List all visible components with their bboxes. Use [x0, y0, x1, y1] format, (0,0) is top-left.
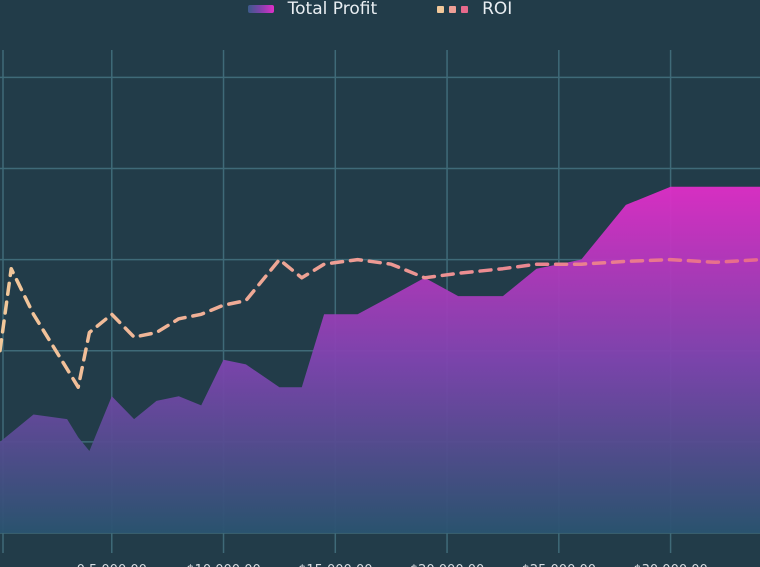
total-profit-point [322, 312, 326, 316]
roi-line [0, 257, 760, 389]
x-tick-label: 0.5,000.00 [77, 563, 147, 567]
total-profit-point [177, 394, 181, 398]
x-tick-label: $30,000.00 [633, 563, 707, 567]
legend-label-roi: ROI [482, 0, 513, 19]
legend-label-total-profit: Total Profit [287, 0, 378, 19]
chart-legend: Total Profit ROI [0, 0, 760, 21]
roi-point [132, 335, 136, 339]
roi-point [322, 262, 326, 266]
roi-point [713, 260, 717, 264]
roi-point [110, 312, 114, 316]
x-tick-label: $25,000.00 [522, 563, 596, 567]
roi-point [300, 276, 304, 280]
roi-point [154, 331, 158, 335]
total-profit-point [356, 312, 360, 316]
total-profit-point [456, 294, 460, 298]
roi-point [32, 312, 36, 316]
roi-point [244, 299, 248, 303]
total-profit-point [669, 185, 673, 189]
total-profit-point [713, 185, 717, 189]
total-profit-area [0, 186, 760, 533]
total-profit-point [277, 385, 281, 389]
roi-point [356, 258, 360, 262]
total-profit-point [9, 431, 13, 435]
total-profit-point [76, 435, 80, 439]
roi-point [534, 262, 538, 266]
total-profit-point [501, 294, 505, 298]
total-profit-point [110, 394, 114, 398]
roi-point [222, 303, 226, 307]
total-profit-point [244, 362, 248, 366]
roi-point [76, 385, 80, 389]
total-profit-point [534, 267, 538, 271]
total-profit-point [199, 403, 203, 407]
total-profit-point [65, 417, 69, 421]
x-tick-label: $15,000.00 [298, 563, 372, 567]
roi-point [423, 276, 427, 280]
x-tick-label: $20,000.00 [410, 563, 484, 567]
roi-point [501, 267, 505, 271]
roi-point [456, 271, 460, 275]
x-tick-label: $10,000.00 [186, 563, 260, 567]
total-profit-point [389, 294, 393, 298]
roi-point [389, 262, 393, 266]
legend-item-roi[interactable]: ROI [437, 0, 512, 19]
roi-point [9, 267, 13, 271]
roi-point [177, 317, 181, 321]
roi-point [624, 259, 628, 263]
roi-point [579, 262, 583, 266]
total-profit-point [300, 385, 304, 389]
roi-swatch [437, 5, 469, 13]
total-profit-point [579, 258, 583, 262]
legend-item-total-profit[interactable]: Total Profit [247, 0, 378, 19]
roi-point [65, 367, 69, 371]
total-profit-point [154, 399, 158, 403]
total-profit-point [132, 417, 136, 421]
roi-point [87, 331, 91, 335]
total-profit-point [624, 203, 628, 207]
roi-point [669, 258, 673, 262]
roi-point [277, 258, 281, 262]
total-profit-point [32, 413, 36, 417]
roi-point [199, 312, 203, 316]
total-profit-swatch [247, 5, 274, 13]
x-axis-ticks: 0.5,000.00 $10,000.00 $15,000.00 $20,000.00… [77, 563, 708, 567]
total-profit-point [222, 358, 226, 362]
total-profit-point [87, 449, 91, 453]
